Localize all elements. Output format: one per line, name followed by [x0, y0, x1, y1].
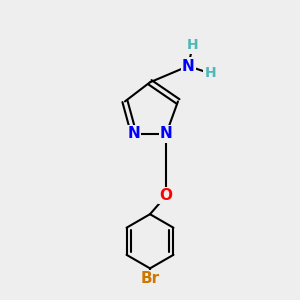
Text: H: H: [187, 38, 199, 52]
Text: N: N: [160, 126, 172, 141]
Text: H: H: [205, 66, 216, 80]
Text: N: N: [182, 58, 195, 74]
Text: N: N: [128, 126, 140, 141]
Text: O: O: [160, 188, 173, 203]
Text: Br: Br: [140, 271, 160, 286]
